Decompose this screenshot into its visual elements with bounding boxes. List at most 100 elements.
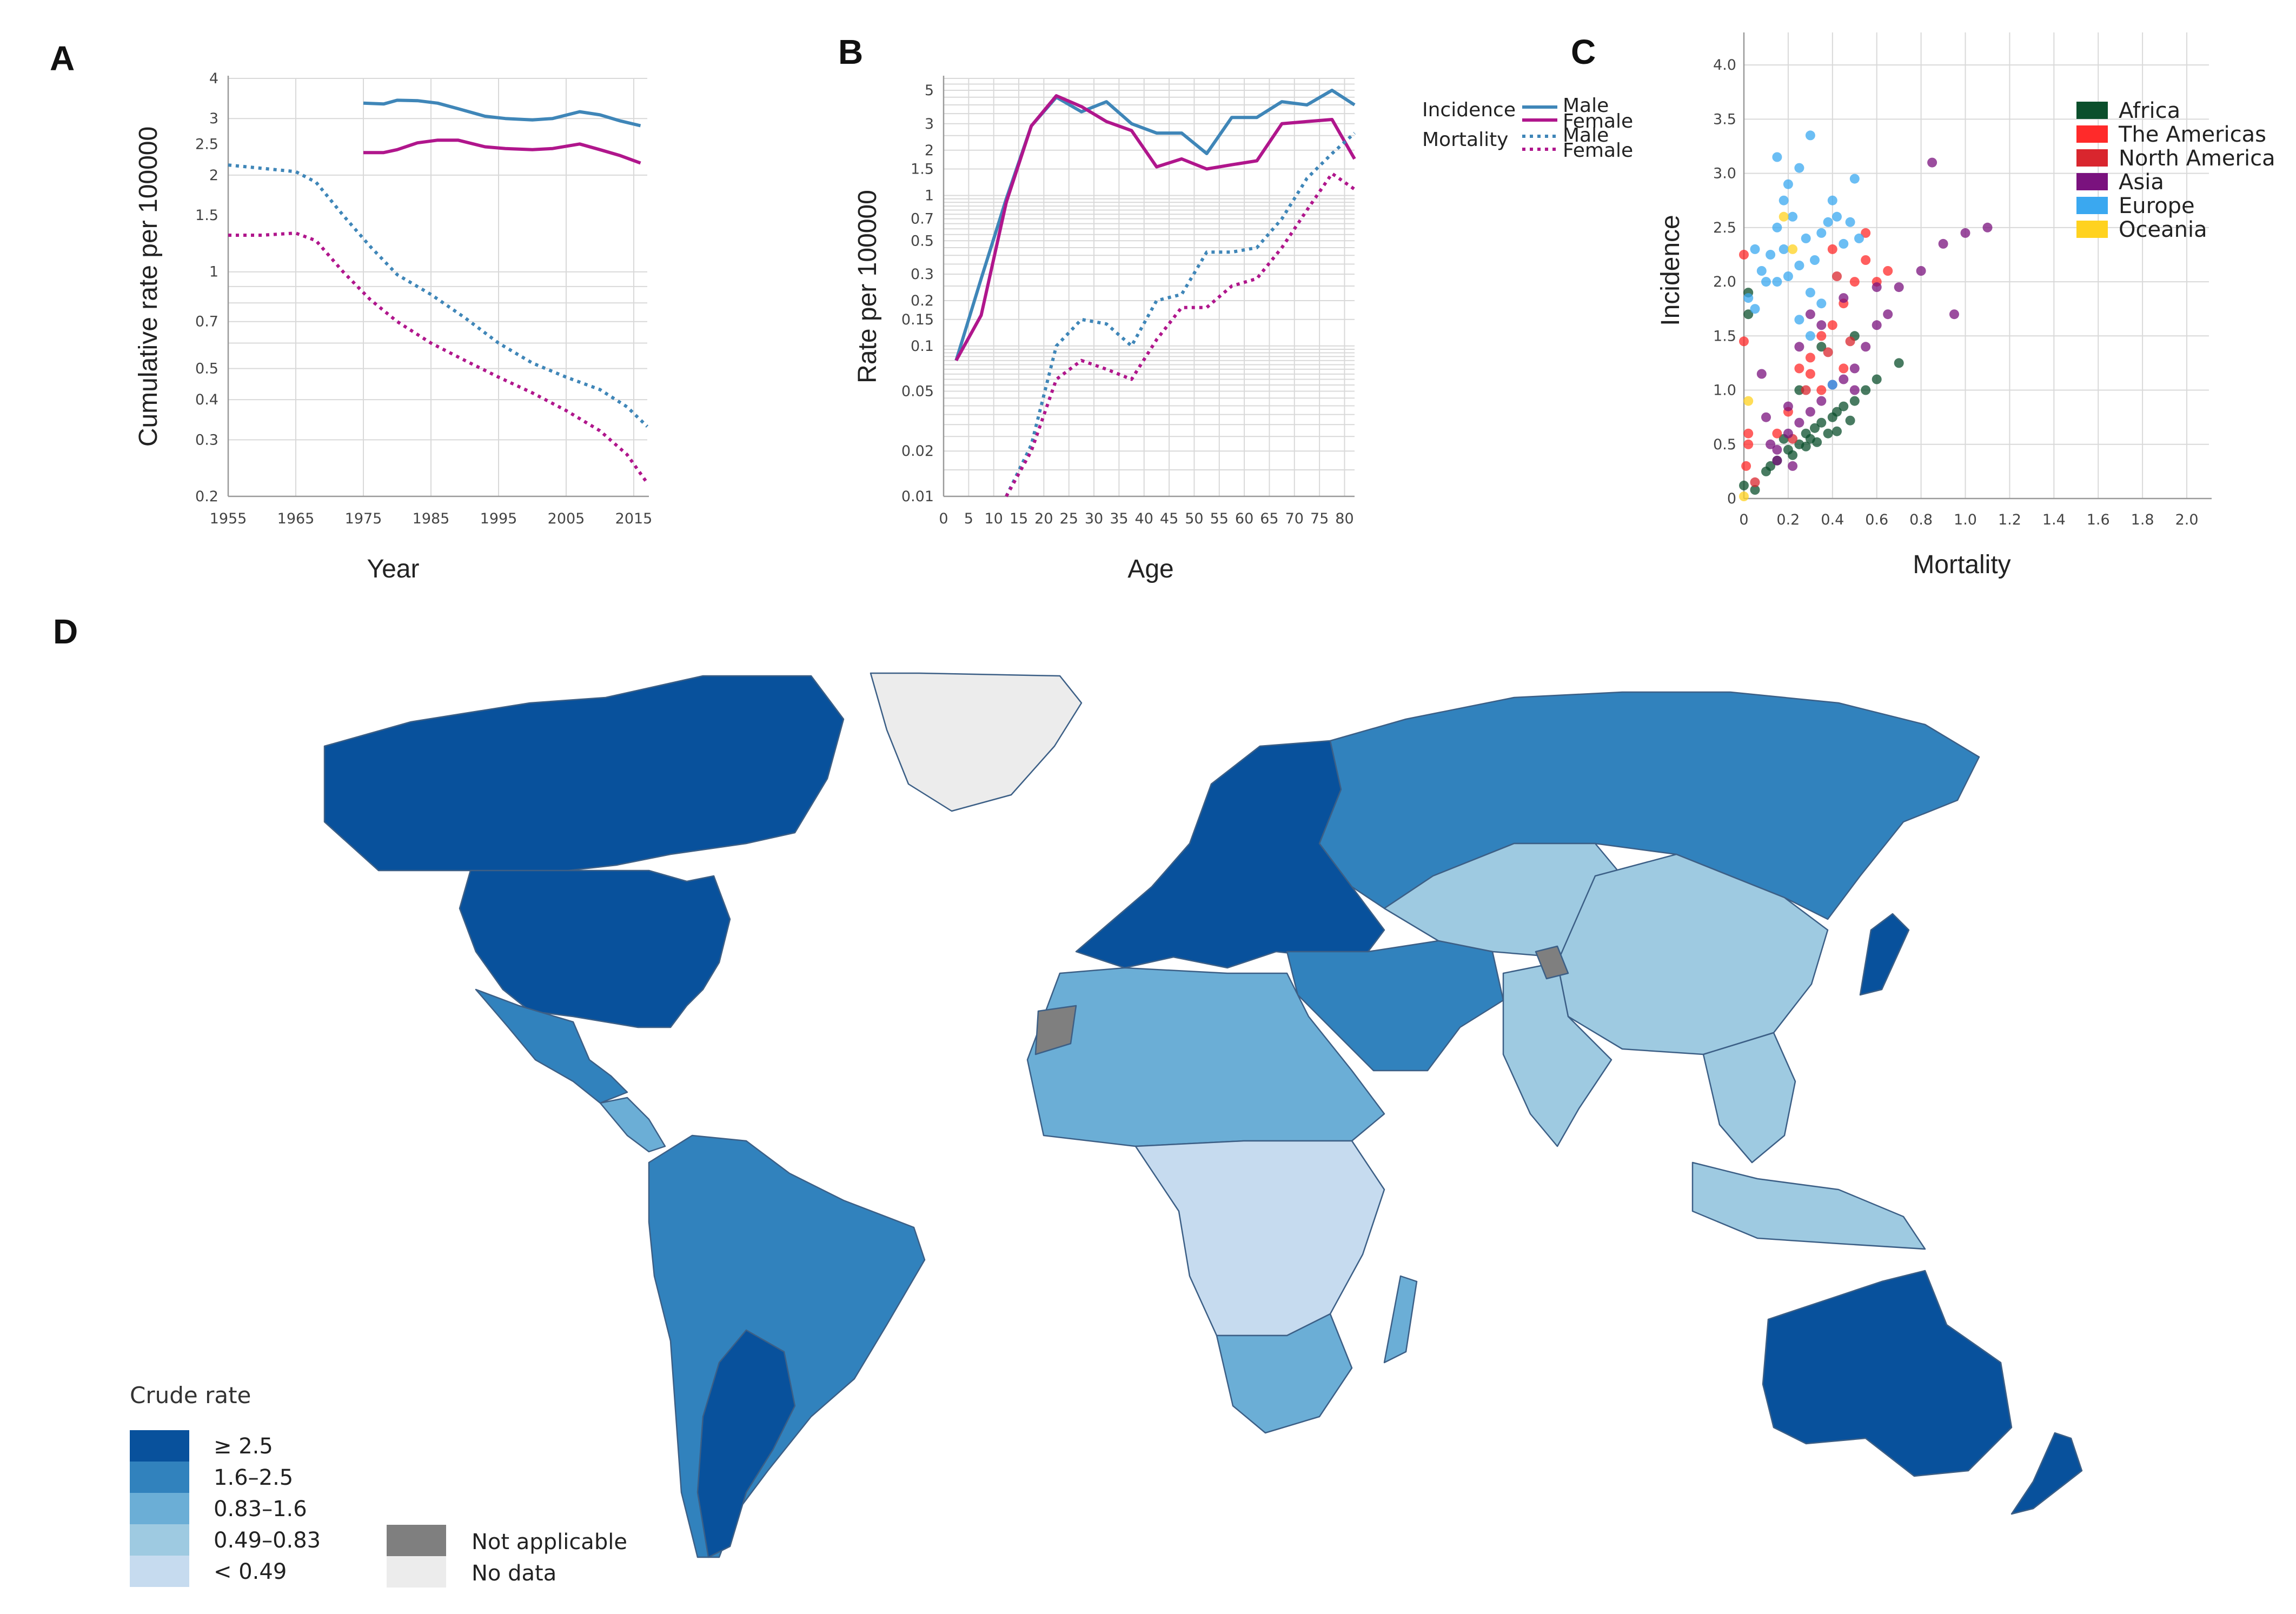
y-tick-label: 5: [925, 82, 934, 99]
scatter-point-africa: [1849, 396, 1860, 406]
scatter-point-europe: [1810, 255, 1820, 265]
scatter-point-asia: [1872, 320, 1882, 330]
panel-b-y-axis-title: Rate per 100000: [853, 190, 882, 383]
scatter-point-asia: [1839, 374, 1849, 384]
y-tick-label: 0.7: [911, 211, 934, 228]
map-canada: [323, 675, 845, 872]
x-tick-label: 0.2: [1776, 512, 1800, 528]
panel-b-y-ticks: 0.01 0.02 0.05 0.1 0.15 0.2 0.3 0.5 0.7 1 1.5 2 3 5: [901, 82, 934, 505]
x-tick-label: 1.8: [2131, 512, 2154, 528]
legend-label-oceania: Oceania: [2119, 217, 2207, 242]
map-argentina-chile: [696, 1329, 796, 1558]
map-legend-label-4: 0.49–0.83: [214, 1528, 321, 1553]
scatter-point-africa: [1801, 441, 1811, 451]
x-tick-label: 20: [1034, 510, 1053, 527]
y-tick-label: 1.0: [1713, 382, 1736, 399]
scatter-point-africa: [1794, 385, 1804, 395]
map-legend-not-applicable-label: Not applicable: [472, 1530, 627, 1555]
scatter-point-europe: [1761, 277, 1771, 287]
panel-b-gridlines: [943, 78, 1355, 497]
panel-b-legend: Incidence Mortality Male Female Male Fem…: [1422, 95, 1633, 162]
y-tick-label: 0.02: [901, 443, 934, 460]
scatter-point-north-america: [1750, 477, 1760, 487]
map-north-africa: [1026, 967, 1385, 1147]
scatter-point-africa: [1839, 401, 1849, 411]
x-tick-label: 1975: [345, 510, 382, 527]
map-japan: [1859, 913, 1910, 996]
panel-d-world-map: Crude rate ≥ 2.5 1.6–2.5 0.83–1.6 0.49–0…: [130, 672, 2083, 1588]
scatter-point-europe: [1816, 228, 1827, 238]
scatter-point-europe: [1827, 195, 1837, 205]
panel-label-c: C: [1571, 32, 1596, 71]
scatter-point-asia: [1805, 407, 1815, 417]
map-central-america: [599, 1097, 666, 1153]
x-tick-label: 35: [1110, 510, 1128, 527]
scatter-point-the-americas: [1883, 266, 1893, 276]
scatter-point-asia: [1772, 455, 1782, 466]
panel-a-y-axis-title: Cumulative rate per 100000: [134, 127, 163, 447]
x-tick-label: 1995: [480, 510, 517, 527]
scatter-point-the-americas: [1827, 320, 1837, 330]
scatter-point-europe: [1783, 179, 1793, 189]
map-legend-no-data-label: No data: [472, 1561, 556, 1586]
x-tick-label: 0: [1739, 512, 1748, 528]
map-legend-swatch-5: [130, 1556, 189, 1587]
series-line-incidence-female: [363, 138, 641, 165]
x-tick-label: 80: [1335, 510, 1353, 527]
map-madagascar: [1383, 1275, 1418, 1364]
map-legend-swatch-2: [130, 1462, 189, 1493]
y-tick-label: 0.2: [911, 293, 934, 309]
scatter-point-the-americas: [1839, 363, 1849, 374]
map-south-america: [648, 1134, 926, 1558]
y-tick-label: 4.0: [1713, 57, 1736, 74]
scatter-point-north-america: [1845, 336, 1855, 347]
y-tick-label: 2.5: [1713, 220, 1736, 236]
panel-a-series: [228, 98, 649, 484]
scatter-point-asia: [1805, 309, 1815, 320]
scatter-point-asia: [1788, 461, 1798, 471]
map-legend-label-3: 0.83–1.6: [214, 1497, 307, 1522]
map-indonesia: [1691, 1161, 1926, 1250]
y-tick-label: 1.5: [1713, 328, 1736, 344]
scatter-point-europe: [1794, 163, 1804, 173]
scatter-point-asia: [1938, 238, 1948, 249]
legend-swatch-north-america: [2076, 149, 2108, 167]
legend-label-north-america: North America: [2119, 146, 2275, 171]
y-tick-label: 2: [925, 142, 934, 159]
scatter-point-africa: [1823, 428, 1833, 439]
map-russia: [1318, 691, 1980, 920]
x-tick-label: 1965: [277, 510, 315, 527]
panel-c-y-ticks: 0 0.5 1.0 1.5 2.0 2.5 3.0 3.5 4.0: [1713, 57, 1736, 507]
scatter-point-africa: [1832, 407, 1842, 417]
scatter-point-asia: [1872, 282, 1882, 293]
y-tick-label: 0.3: [911, 266, 934, 283]
scatter-point-the-americas: [1739, 336, 1749, 347]
x-tick-label: 65: [1260, 510, 1278, 527]
y-tick-label: 0.4: [195, 391, 218, 408]
scatter-point-europe: [1750, 304, 1760, 314]
scatter-point-africa: [1816, 342, 1827, 352]
map-middle-east: [1286, 940, 1504, 1072]
x-tick-label: 70: [1285, 510, 1304, 527]
scatter-point-europe: [1743, 293, 1754, 303]
panel-a-axes: [227, 76, 649, 497]
scatter-point-europe: [1756, 266, 1767, 276]
map-southern-africa: [1216, 1313, 1353, 1434]
scatter-point-africa: [1750, 485, 1760, 495]
scatter-point-asia: [1949, 309, 1959, 320]
legend-female-label-1: Female: [1563, 110, 1633, 132]
scatter-point-asia: [1816, 320, 1827, 330]
legend-swatch-europe: [2076, 197, 2108, 214]
scatter-point-north-america: [1801, 385, 1811, 395]
map-india: [1502, 961, 1612, 1147]
x-tick-label: 30: [1085, 510, 1103, 527]
y-tick-label: 4: [209, 70, 218, 87]
x-tick-label: 2015: [615, 510, 653, 527]
scatter-point-europe: [1816, 298, 1827, 309]
scatter-point-north-america: [1832, 271, 1842, 281]
scatter-point-europe: [1772, 222, 1782, 233]
panel-c-scatter-chart: 0 0.5 1.0 1.5 2.0 2.5 3.0 3.5 4.0 0 0.2 0.4 0.6 0.8 1…: [1656, 32, 2275, 579]
scatter-point-africa: [1788, 450, 1798, 460]
map-central-africa: [1134, 1140, 1385, 1337]
map-legend-title: Crude rate: [130, 1382, 251, 1409]
